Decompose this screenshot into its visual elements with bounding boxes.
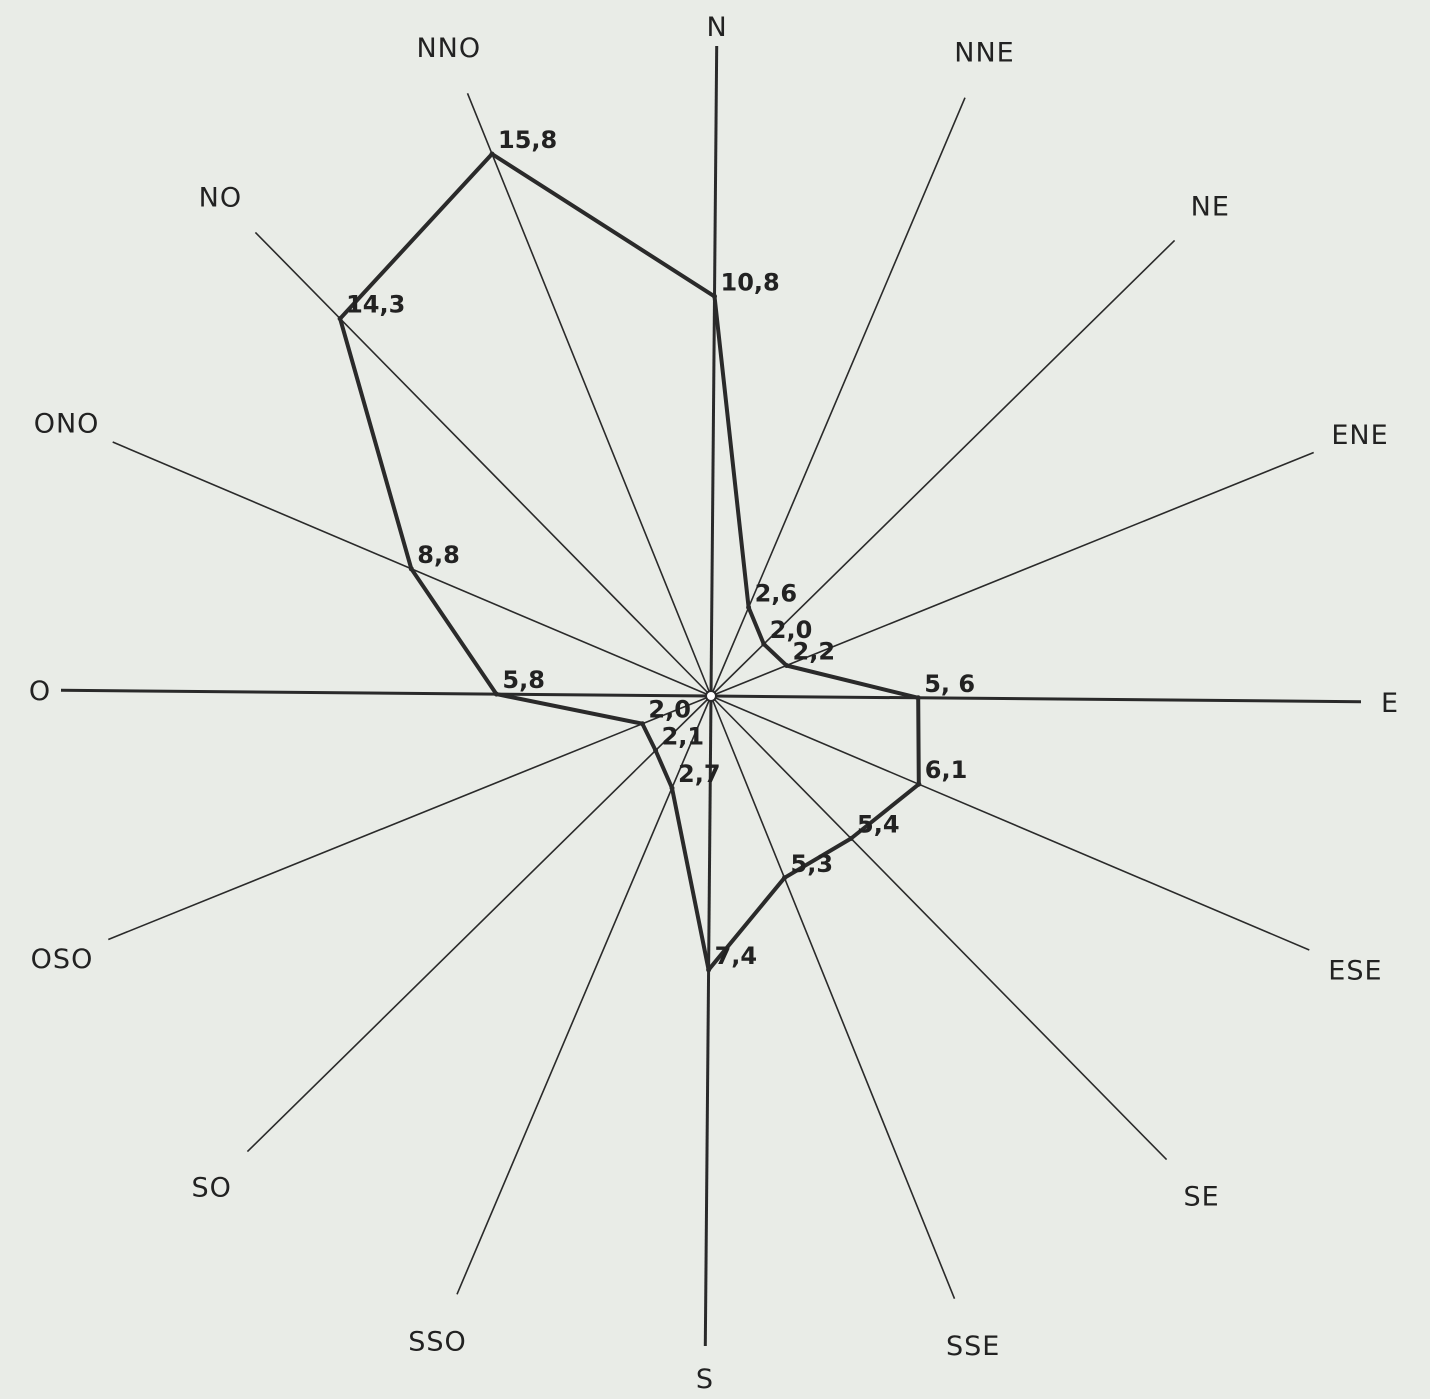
rose-point-s <box>706 967 712 973</box>
value-label-e: 5, 6 <box>924 670 975 698</box>
direction-label-nne: NNE <box>954 38 1014 69</box>
value-label-o: 5,8 <box>502 666 545 694</box>
direction-label-ene: ENE <box>1331 420 1388 451</box>
rose-point-so <box>653 748 659 753</box>
direction-label-ono: ONO <box>34 409 100 440</box>
rose-point-n <box>712 293 717 299</box>
axis-e <box>710 694 1362 704</box>
rose-point-nne <box>746 604 752 610</box>
rose-point-sso <box>669 785 675 791</box>
axis-sso <box>456 695 712 1295</box>
direction-label-sso: SSO <box>408 1326 467 1357</box>
axis-oso <box>108 695 712 941</box>
axis-no <box>254 231 712 697</box>
value-label-nno: 15,8 <box>498 126 557 154</box>
value-label-nne: 2,6 <box>755 579 798 607</box>
rose-point-sse <box>782 875 787 881</box>
axis-nne <box>710 97 966 697</box>
axis-se <box>710 695 1168 1161</box>
rose-point-nno <box>489 151 495 157</box>
direction-label-se: SE <box>1183 1181 1219 1212</box>
value-label-oso: 2,0 <box>648 696 691 724</box>
rose-point-ene <box>784 663 789 668</box>
axis-ene <box>710 451 1314 697</box>
value-label-n: 10,8 <box>721 268 780 296</box>
rose-point-oso <box>639 721 645 727</box>
value-label-ese: 6,1 <box>925 756 968 784</box>
value-label-sse: 5,3 <box>791 850 834 878</box>
value-label-ene: 2,2 <box>793 638 836 666</box>
direction-label-sse: SSE <box>946 1331 1000 1362</box>
direction-label-no: NO <box>199 183 242 214</box>
rose-point-o <box>493 691 499 697</box>
rose-point-ese <box>916 781 922 787</box>
direction-label-s: S <box>696 1364 714 1394</box>
direction-label-ne: NE <box>1191 191 1230 222</box>
rose-point-no <box>337 316 343 322</box>
direction-labels: N NNE NE ENE E ESE SE SSE S SSO SO OSO O ONO NO NNO <box>29 12 1399 1395</box>
value-label-no: 14,3 <box>346 291 405 319</box>
value-label-so: 2,1 <box>662 723 705 751</box>
axis-s <box>703 695 713 1347</box>
value-label-se: 5,4 <box>857 811 900 839</box>
value-labels: 10,82,62,02,25, 66,15,45,37,42,72,12,05,… <box>346 126 975 970</box>
direction-label-e: E <box>1381 688 1399 719</box>
rose-point-ne <box>761 641 767 647</box>
axis-so <box>246 695 712 1153</box>
axis-sse <box>710 695 956 1299</box>
rose-point-se <box>848 836 854 841</box>
direction-label-ese: ESE <box>1328 956 1382 987</box>
axis-n <box>709 45 719 697</box>
direction-label-nno: NNO <box>416 33 481 64</box>
rose-point-e <box>915 695 921 701</box>
value-label-ono: 8,8 <box>417 541 460 569</box>
axis-o <box>60 688 712 698</box>
axis-ne <box>710 239 1176 697</box>
rose-outline <box>337 151 922 973</box>
direction-label-oso: OSO <box>31 944 94 975</box>
axis-nno <box>466 93 712 697</box>
value-label-s: 7,4 <box>715 942 758 970</box>
rose-point-ono <box>408 566 414 572</box>
direction-label-o: O <box>29 676 51 707</box>
value-label-sso: 2,7 <box>678 760 721 788</box>
center-point <box>705 690 717 702</box>
value-label-ne: 2,0 <box>770 616 813 644</box>
axis-ese <box>710 695 1310 951</box>
direction-label-n: N <box>706 12 727 43</box>
direction-label-so: SO <box>192 1173 232 1204</box>
